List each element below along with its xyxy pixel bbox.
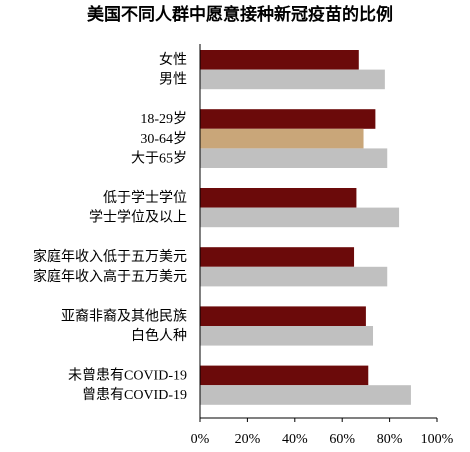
y-tick-label: 学士学位及以上	[89, 210, 187, 226]
bar	[200, 148, 388, 168]
y-tick-label: 女性	[159, 51, 187, 68]
bar	[200, 306, 366, 326]
bar	[200, 207, 400, 228]
bar	[200, 50, 359, 70]
bar	[200, 266, 388, 287]
y-tick-label: 未曾患有COVID-19	[68, 368, 187, 384]
x-tick-label: 20%	[235, 432, 261, 447]
y-tick-label: 男性	[159, 72, 187, 88]
y-tick-label: 白色人种	[131, 327, 187, 344]
y-tick-label: 曾患有COVID-19	[82, 387, 187, 403]
x-tick-label: 60%	[329, 432, 355, 447]
bar	[200, 326, 374, 346]
y-tick-label: 亚裔非裔及其他民族	[61, 307, 187, 324]
y-tick-label: 家庭年收入低于五万美元	[33, 248, 187, 265]
y-tick-label: 30-64岁	[140, 131, 187, 147]
bar	[200, 385, 411, 405]
bar	[200, 128, 364, 149]
x-tick-label: 80%	[377, 432, 403, 447]
chart-title: 美国不同人群中愿意接种新冠疫苗的比例	[87, 4, 393, 24]
bar	[200, 365, 369, 386]
y-tick-label: 18-29岁	[140, 111, 187, 127]
x-tick-label: 40%	[282, 432, 308, 447]
bar	[200, 109, 376, 129]
bar	[200, 247, 355, 267]
y-tick-label: 大于65岁	[131, 150, 187, 166]
x-tick-label: 100%	[421, 432, 454, 447]
bar	[200, 69, 385, 90]
y-tick-label: 低于学士学位	[103, 190, 187, 206]
x-tick-label: 0%	[191, 432, 210, 447]
y-tick-label: 家庭年收入高于五万美元	[33, 268, 187, 285]
bar	[200, 188, 357, 208]
